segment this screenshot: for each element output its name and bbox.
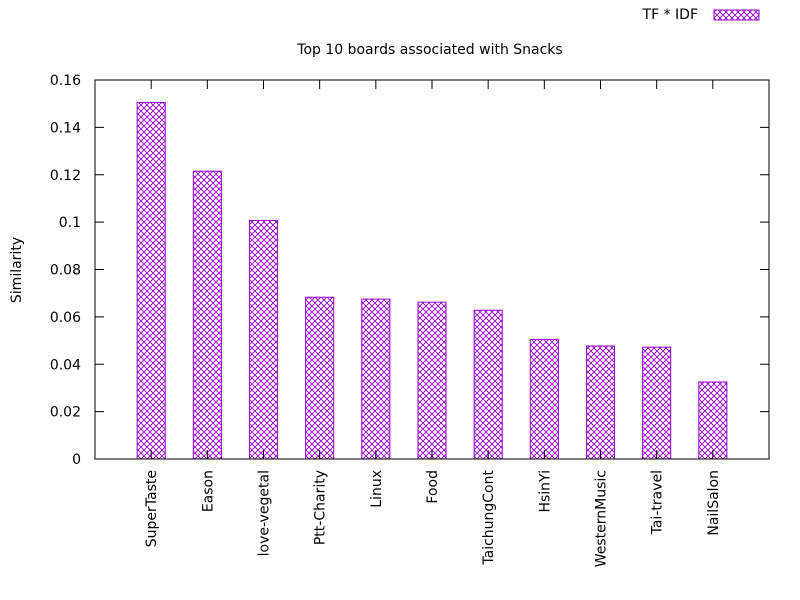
y-tick-label: 0.02 (50, 405, 81, 421)
bar-hsinyi (529, 338, 559, 460)
chart-title: Top 10 boards associated with Snacks (296, 42, 562, 58)
bar-nailsalon (698, 381, 728, 460)
bar-taichungcont (473, 309, 503, 460)
y-tick-label: 0 (72, 452, 81, 468)
y-tick-label: 0.06 (50, 310, 81, 326)
x-category-label: Ptt-Charity (313, 470, 329, 545)
bar-supertaste (136, 102, 166, 460)
y-tick-label: 0.1 (59, 215, 81, 231)
y-axis: 0 0.02 0.04 0.06 0.08 0.1 0.12 0.14 0.16 (50, 73, 769, 468)
bar-westernmusic (585, 345, 616, 460)
y-tick-label: 0.14 (50, 120, 81, 136)
y-tick-label: 0.08 (50, 263, 81, 279)
x-category-label: TaichungCont (481, 469, 497, 565)
bars (136, 102, 728, 460)
x-category-label: Eason (200, 470, 216, 512)
legend-swatch (713, 9, 760, 21)
bar-love-vegetal (248, 219, 279, 460)
x-category-label: NailSalon (706, 470, 722, 536)
x-category-label: Tai-travel (650, 470, 666, 535)
bar-food (417, 301, 447, 460)
y-axis-label: Similarity (9, 237, 25, 303)
y-tick-label: 0.12 (50, 168, 81, 184)
x-category-label: Food (425, 470, 441, 504)
bar-tai-travel (642, 346, 672, 460)
x-category-label: love-vegetal (257, 470, 273, 556)
x-category-label: WesternMusic (594, 470, 610, 567)
bar-ptt-charity (305, 296, 335, 460)
bar-linux (361, 298, 391, 460)
x-axis: SuperTaste Eason love-vegetal Ptt-Charity Li… (144, 80, 722, 567)
legend: TF * IDF (642, 7, 760, 23)
plot-frame (94, 79, 770, 460)
y-tick-label: 0.04 (50, 357, 81, 373)
y-tick-label: 0.16 (50, 73, 81, 89)
x-category-label: HsinYi (537, 470, 553, 513)
legend-label: TF * IDF (642, 7, 698, 23)
x-category-label: SuperTaste (144, 470, 160, 547)
x-category-label: Linux (369, 470, 385, 508)
bar-eason (192, 170, 222, 460)
